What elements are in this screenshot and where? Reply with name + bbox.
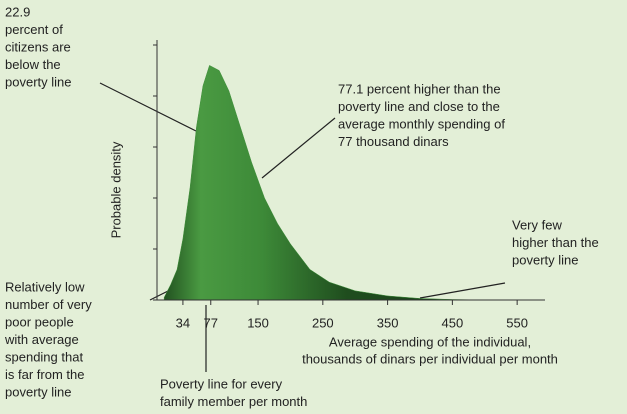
annotation: poverty line [5,74,71,89]
annotation: number of very [5,297,92,312]
annotation: is far from the [5,367,84,382]
annotation: below the [5,57,61,72]
annotation: Poverty line for every [160,376,283,391]
annotation: average monthly spending of [338,116,505,131]
annotation: 77 thousand dinars [338,134,449,149]
annotation: citizens are [5,39,71,54]
leader-line [419,282,506,299]
annotation: percent of [5,22,63,37]
x-tick-label: 34 [176,315,190,330]
x-tick-label: 250 [312,315,334,330]
annotation: Very few [512,217,562,232]
annotation: poverty line [512,252,578,267]
annotation: higher than the [512,235,599,250]
annotation: poverty line and close to the [338,99,500,114]
x-tick-label: 350 [377,315,399,330]
leader-line [99,82,197,132]
y-axis-label: Probable density [108,141,123,238]
annotation: 22.9 [5,4,30,19]
x-axis-label: Average spending of the individual, [329,334,531,349]
annotation: Relatively low [5,279,85,294]
annotation: spending that [5,349,83,364]
x-tick-label: 450 [442,315,464,330]
leader-line [261,117,336,179]
annotation: family member per month [160,394,307,409]
density-area [163,65,485,301]
x-tick-label: 77 [204,315,218,330]
x-tick-label: 550 [506,315,528,330]
annotation: with average [4,332,79,347]
annotation: poverty line [5,384,71,399]
x-tick-label: 150 [247,315,269,330]
x-axis-label: thousands of dinars per individual per m… [302,351,558,366]
annotation: poor people [5,314,74,329]
annotation: 77.1 percent higher than the [338,81,501,96]
